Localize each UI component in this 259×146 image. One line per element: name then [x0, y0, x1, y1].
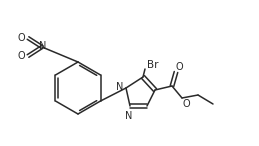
Text: O: O — [175, 62, 183, 72]
Text: Br: Br — [147, 60, 159, 70]
Text: N: N — [116, 82, 123, 92]
Text: O: O — [17, 33, 25, 43]
Text: O: O — [182, 99, 190, 109]
Text: N: N — [125, 111, 133, 121]
Text: O: O — [17, 51, 25, 61]
Text: N: N — [39, 41, 47, 51]
